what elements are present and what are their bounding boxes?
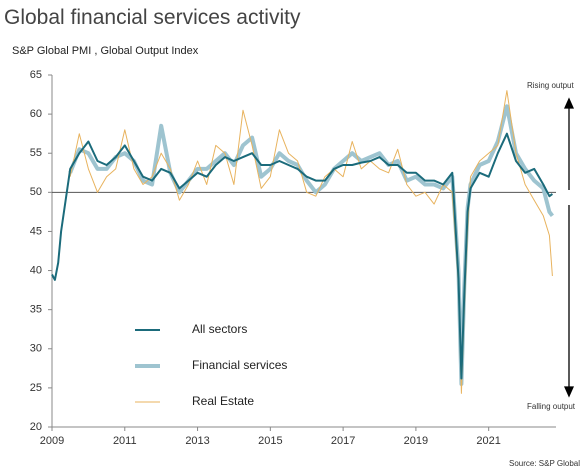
y-tick-label: 35 [30,304,42,316]
x-tick-label: 2019 [404,435,428,447]
subtitle: S&P Global PMI , Global Output Index [12,45,199,57]
legend-label: All sectors [192,322,247,336]
x-tick-label: 2013 [185,435,209,447]
series-line [51,132,554,380]
x-tick-label: 2015 [258,435,282,447]
y-tick-label: 40 [30,264,42,276]
y-tick-label: 65 [30,69,42,81]
series-line [68,104,554,386]
x-tick-label: 2009 [40,435,64,447]
y-tick-label: 55 [30,147,42,159]
arrow [563,97,575,398]
y-tick-label: 60 [30,108,42,120]
legend-label: Real Estate [192,394,254,408]
y-tick-label: 25 [30,382,42,394]
x-tick-label: 2011 [113,435,137,447]
x-tick-label: 2017 [331,435,355,447]
annotation-top: Rising output [527,81,574,90]
chart-title: Global financial services activity [4,6,301,29]
series-line [69,90,553,394]
source: Source: S&P Global [509,459,580,468]
y-tick-label: 45 [30,225,42,237]
y-tick-label: 50 [30,186,42,198]
legend-label: Financial services [192,358,287,372]
y-tick-label: 20 [30,421,42,433]
annotation-bottom: Falling output [527,402,576,411]
x-tick-label: 2021 [476,435,500,447]
y-tick-label: 30 [30,343,42,355]
